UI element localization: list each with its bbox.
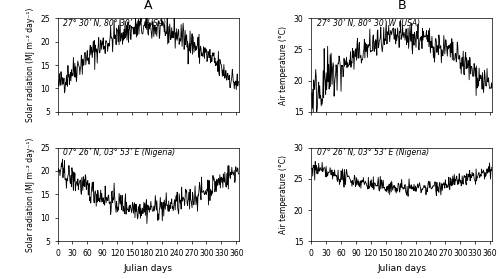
Y-axis label: Air temperature (°C): Air temperature (°C) xyxy=(280,25,288,105)
X-axis label: Julian days: Julian days xyxy=(378,264,426,273)
Y-axis label: Air temperature (°C): Air temperature (°C) xyxy=(280,155,288,234)
X-axis label: Julian days: Julian days xyxy=(124,264,172,273)
Text: B: B xyxy=(398,0,406,11)
Text: 27° 30’ N, 80° 30’ W (USA): 27° 30’ N, 80° 30’ W (USA) xyxy=(316,19,420,28)
Y-axis label: Solar radiation (MJ m⁻² day⁻¹): Solar radiation (MJ m⁻² day⁻¹) xyxy=(26,137,35,252)
Text: 07° 26’ N, 03° 53’ E (Nigeria): 07° 26’ N, 03° 53’ E (Nigeria) xyxy=(316,148,429,157)
Text: 27° 30’ N, 80° 30’ W (USA): 27° 30’ N, 80° 30’ W (USA) xyxy=(63,19,166,28)
Text: 07° 26’ N, 03° 53’ E (Nigeria): 07° 26’ N, 03° 53’ E (Nigeria) xyxy=(63,148,175,157)
Y-axis label: Solar radiation (MJ m⁻² day⁻¹): Solar radiation (MJ m⁻² day⁻¹) xyxy=(26,8,35,122)
Text: A: A xyxy=(144,0,152,11)
